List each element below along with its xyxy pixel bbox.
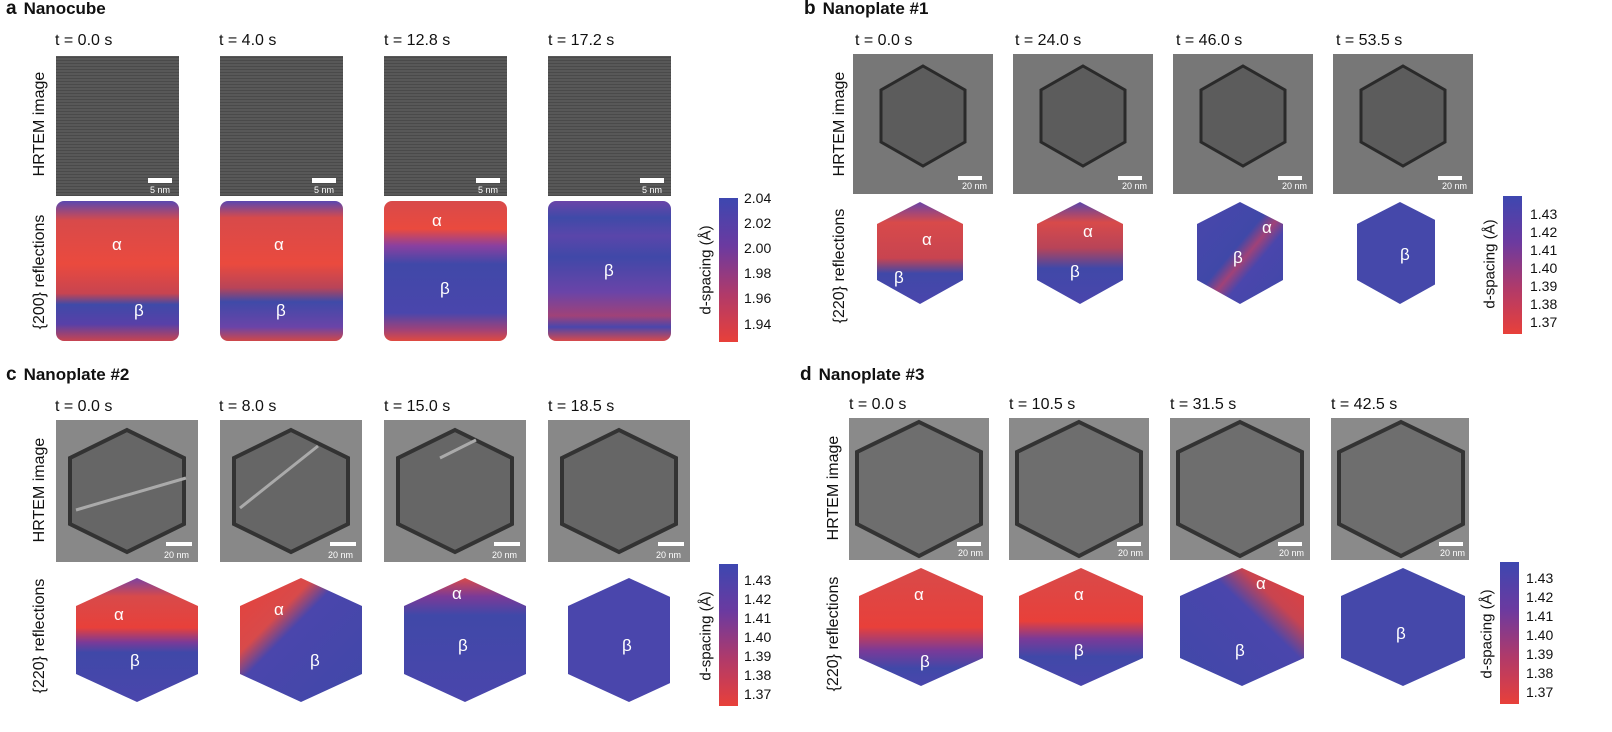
- scale-bar-label: 20 nm: [1282, 181, 1308, 191]
- panel-b-row-hrtem-label: HRTEM image: [831, 71, 848, 177]
- panel-b-time-3: t = 53.5 s: [1336, 32, 1403, 49]
- panel-c-hrtem-image: [56, 420, 198, 562]
- panel-a-time-3: t = 17.2 s: [548, 32, 615, 49]
- panel-a-colorbar-label: d-spacing (Å): [697, 225, 715, 315]
- panel-a-time-0: t = 0.0 s: [55, 32, 113, 49]
- panel-a-dspacing-map: α β: [56, 201, 179, 341]
- panel-d-time-1: t = 10.5 s: [1009, 396, 1076, 413]
- panel-b-hrtem-image: [1173, 54, 1313, 194]
- scale-bar-label: 20 nm: [1118, 548, 1144, 558]
- panel-c-dspacing-map: [404, 578, 526, 702]
- panel-d-time-2: t = 31.5 s: [1170, 396, 1237, 413]
- scale-bar-label: 20 nm: [1442, 181, 1468, 191]
- scale-bar-label: 20 nm: [958, 548, 984, 558]
- panel-b-colorbar-label: d-spacing (Å): [1481, 219, 1499, 309]
- scale-bar-label: 20 nm: [164, 550, 190, 560]
- panel-d-hrtem-image: [1009, 418, 1149, 560]
- panel-c-row-reflection-label: {220} reflections: [31, 578, 48, 694]
- scale-bar: [312, 178, 336, 183]
- panel-d-hrtem-image: [1170, 418, 1310, 560]
- panel-b-time-0: t = 0.0 s: [855, 32, 913, 49]
- panel-c-colorbar-ticks: 1.43 1.42 1.41 1.40 1.39 1.38 1.37: [744, 572, 772, 702]
- panel-a-hrtem-image: 5 nm: [220, 56, 343, 196]
- panel-d-time-3: t = 42.5 s: [1331, 396, 1398, 413]
- panel-c-hrtem-image: [220, 420, 362, 562]
- panel-b-title: b Nanoplate #1: [804, 0, 929, 19]
- panel-a-hrtem-image: 5 nm: [384, 56, 507, 196]
- panel-a-row-hrtem-label: HRTEM image: [31, 71, 48, 177]
- panel-d-row-reflection-label: {220} reflections: [825, 576, 842, 692]
- panel-c-dspacing-map: [76, 578, 198, 702]
- panel-b-colorbar: [1503, 196, 1522, 334]
- panel-a-time-1: t = 4.0 s: [219, 32, 277, 49]
- panel-a-dspacing-map: α β: [220, 201, 343, 341]
- scale-bar-label: 20 nm: [492, 550, 518, 560]
- panel-a-hrtem-image: 5 nm: [56, 56, 179, 196]
- panel-a-colorbar: [719, 198, 738, 342]
- panel-b-dspacing-map: [1197, 202, 1283, 304]
- panel-a-row-reflection-label: {200} reflections: [31, 214, 48, 330]
- panel-d-colorbar-label: d-spacing (Å): [1478, 589, 1496, 679]
- panel-b-hrtem-row: [853, 54, 1473, 194]
- scale-bar-label: 20 nm: [656, 550, 682, 560]
- panel-a-title: a Nanocube: [6, 0, 106, 19]
- panel-a-time-2: t = 12.8 s: [384, 32, 451, 49]
- panel-a-dspacing-map: α β: [384, 201, 507, 341]
- panel-c-time-2: t = 15.0 s: [384, 398, 451, 415]
- panel-c-hrtem-image: [384, 420, 526, 562]
- panel-a-colorbar-ticks: 2.04 2.02 2.00 1.98 1.96 1.94: [744, 190, 772, 332]
- panel-d-dspacing-map: [1019, 568, 1143, 686]
- panel-d-dspacing-map: [1180, 568, 1304, 686]
- panel-a-dspacing-map: β: [548, 201, 671, 341]
- panel-d-colorbar: [1500, 562, 1519, 704]
- scale-bar: [148, 178, 172, 183]
- scale-bar-label: 20 nm: [1122, 181, 1148, 191]
- panel-c-colorbar-label: d-spacing (Å): [697, 591, 715, 681]
- panel-b-dspacing-map: [1037, 202, 1123, 304]
- panel-b-hrtem-image: [1333, 54, 1473, 194]
- scale-bar-label: 20 nm: [1440, 548, 1466, 558]
- panel-c-colorbar: [719, 564, 738, 706]
- panel-b-time-2: t = 46.0 s: [1176, 32, 1243, 49]
- panel-c-dspacing-row: [76, 578, 670, 702]
- scale-bar-label: 20 nm: [962, 181, 988, 191]
- panel-b-colorbar-ticks: 1.43 1.42 1.41 1.40 1.39 1.38 1.37: [1530, 206, 1558, 330]
- panel-d-dspacing-map: [859, 568, 983, 686]
- scale-bar: [640, 178, 664, 183]
- panel-d-hrtem-image: [1331, 418, 1469, 560]
- panel-c-dspacing-map: [240, 578, 362, 702]
- panel-c-title: c Nanoplate #2: [6, 364, 130, 385]
- panel-b-row-reflection-label: {220} reflections: [831, 208, 848, 324]
- panel-d-hrtem-row: [849, 418, 1469, 560]
- scale-bar-label: 20 nm: [328, 550, 354, 560]
- panel-b-hrtem-image: [853, 54, 993, 194]
- panel-c-time-0: t = 0.0 s: [55, 398, 113, 415]
- scale-bar: [476, 178, 500, 183]
- panel-b-dspacing-map: [1357, 202, 1435, 304]
- panel-c-row-hrtem-label: HRTEM image: [31, 437, 48, 543]
- panel-d-colorbar-ticks: 1.43 1.42 1.41 1.40 1.39 1.38 1.37: [1526, 570, 1554, 700]
- panel-c-hrtem-image: [548, 420, 690, 562]
- panel-a-hrtem-image: 5 nm: [548, 56, 671, 196]
- panel-b-hrtem-image: [1013, 54, 1153, 194]
- panel-b-dspacing-row: [877, 202, 1435, 304]
- panel-b-dspacing-map: [877, 202, 963, 304]
- panel-d-dspacing-row: [859, 568, 1465, 686]
- panel-d-time-0: t = 0.0 s: [849, 396, 907, 413]
- panel-c-dspacing-map: [568, 578, 670, 702]
- panel-d-hrtem-image: [849, 418, 989, 560]
- scale-bar-label: 20 nm: [1279, 548, 1305, 558]
- panel-d-row-hrtem-label: HRTEM image: [825, 435, 842, 541]
- panel-c-time-3: t = 18.5 s: [548, 398, 615, 415]
- panel-d-dspacing-map: [1341, 568, 1465, 686]
- panel-c-time-1: t = 8.0 s: [219, 398, 277, 415]
- panel-b-time-1: t = 24.0 s: [1015, 32, 1082, 49]
- panel-c-hrtem-row: [56, 420, 690, 562]
- panel-d-title: d Nanoplate #3: [800, 364, 925, 385]
